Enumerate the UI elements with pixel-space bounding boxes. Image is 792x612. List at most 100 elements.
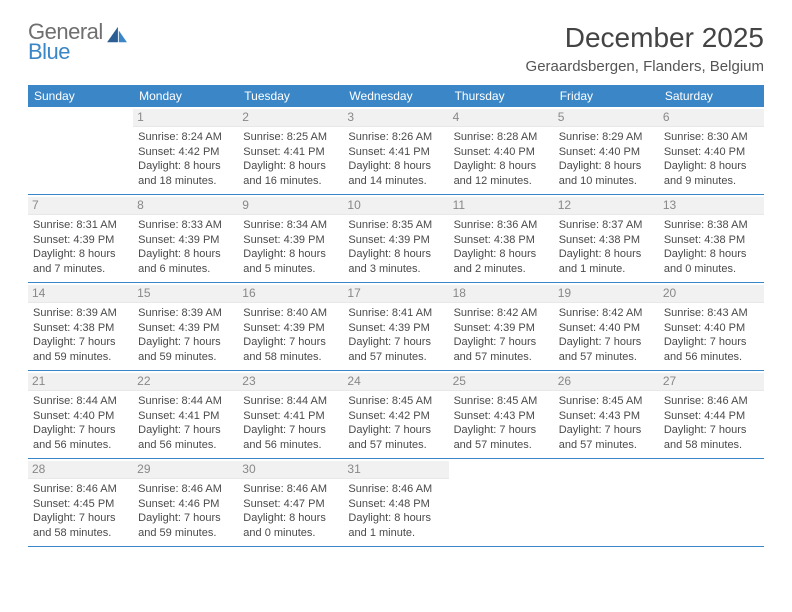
logo-text: General Blue [28, 22, 103, 62]
day-info-line: and 57 minutes. [454, 350, 549, 365]
day-cell: 21Sunrise: 8:44 AMSunset: 4:40 PMDayligh… [28, 371, 133, 458]
day-number: 4 [449, 109, 554, 127]
day-number: 8 [133, 197, 238, 215]
day-info-line: and 57 minutes. [348, 350, 443, 365]
day-info-line: and 59 minutes. [33, 350, 128, 365]
weekday-header-cell: Friday [554, 85, 659, 107]
day-number: 29 [133, 461, 238, 479]
day-info-line: and 14 minutes. [348, 174, 443, 189]
day-info-line: Daylight: 7 hours [138, 511, 233, 526]
day-info-line: and 57 minutes. [559, 438, 654, 453]
day-info-line: Daylight: 7 hours [559, 335, 654, 350]
day-info-line: and 56 minutes. [138, 438, 233, 453]
day-info-line: and 59 minutes. [138, 526, 233, 541]
day-info-line: Daylight: 8 hours [559, 159, 654, 174]
day-info-line: and 57 minutes. [454, 438, 549, 453]
weeks-container: 1Sunrise: 8:24 AMSunset: 4:42 PMDaylight… [28, 107, 764, 547]
day-info-line: Sunrise: 8:40 AM [243, 306, 338, 321]
day-info-line: Sunrise: 8:41 AM [348, 306, 443, 321]
day-info-line: Sunset: 4:43 PM [559, 409, 654, 424]
day-cell [659, 459, 764, 546]
day-info-line: Daylight: 7 hours [664, 423, 759, 438]
day-number: 19 [554, 285, 659, 303]
day-info-line: Daylight: 7 hours [348, 423, 443, 438]
day-info-line: and 57 minutes. [348, 438, 443, 453]
day-info-line: Daylight: 8 hours [454, 159, 549, 174]
day-info-line: Daylight: 8 hours [138, 159, 233, 174]
day-cell: 3Sunrise: 8:26 AMSunset: 4:41 PMDaylight… [343, 107, 448, 194]
day-info-line: Sunrise: 8:42 AM [559, 306, 654, 321]
day-info-line: Sunset: 4:39 PM [243, 321, 338, 336]
day-cell: 26Sunrise: 8:45 AMSunset: 4:43 PMDayligh… [554, 371, 659, 458]
day-info-line: Sunset: 4:44 PM [664, 409, 759, 424]
weekday-header-cell: Monday [133, 85, 238, 107]
day-info-line: Sunrise: 8:29 AM [559, 130, 654, 145]
day-info-line: Daylight: 7 hours [348, 335, 443, 350]
day-info-line: and 1 minute. [348, 526, 443, 541]
week-row: 14Sunrise: 8:39 AMSunset: 4:38 PMDayligh… [28, 283, 764, 371]
day-cell: 2Sunrise: 8:25 AMSunset: 4:41 PMDaylight… [238, 107, 343, 194]
day-info-line: Sunrise: 8:24 AM [138, 130, 233, 145]
weekday-header-cell: Thursday [449, 85, 554, 107]
day-info-line: Daylight: 7 hours [33, 511, 128, 526]
week-row: 28Sunrise: 8:46 AMSunset: 4:45 PMDayligh… [28, 459, 764, 547]
day-number: 2 [238, 109, 343, 127]
day-info-line: Sunset: 4:40 PM [559, 321, 654, 336]
day-cell: 16Sunrise: 8:40 AMSunset: 4:39 PMDayligh… [238, 283, 343, 370]
day-info-line: Sunset: 4:39 PM [138, 321, 233, 336]
day-number: 31 [343, 461, 448, 479]
day-info-line: Daylight: 8 hours [348, 247, 443, 262]
day-info-line: Sunset: 4:38 PM [33, 321, 128, 336]
day-info-line: Sunset: 4:41 PM [348, 145, 443, 160]
day-info-line: Daylight: 8 hours [559, 247, 654, 262]
day-info-line: Daylight: 8 hours [454, 247, 549, 262]
day-info-line: Sunrise: 8:33 AM [138, 218, 233, 233]
day-number: 20 [659, 285, 764, 303]
day-cell: 12Sunrise: 8:37 AMSunset: 4:38 PMDayligh… [554, 195, 659, 282]
day-info-line: Sunrise: 8:46 AM [138, 482, 233, 497]
day-info-line: and 1 minute. [559, 262, 654, 277]
day-info-line: Sunrise: 8:42 AM [454, 306, 549, 321]
day-info-line: Sunrise: 8:44 AM [243, 394, 338, 409]
day-cell [449, 459, 554, 546]
day-info-line: Daylight: 8 hours [243, 511, 338, 526]
day-info-line: and 56 minutes. [33, 438, 128, 453]
day-cell: 7Sunrise: 8:31 AMSunset: 4:39 PMDaylight… [28, 195, 133, 282]
day-info-line: and 0 minutes. [243, 526, 338, 541]
day-info-line: and 56 minutes. [664, 350, 759, 365]
day-info-line: Sunrise: 8:39 AM [138, 306, 233, 321]
day-info-line: Daylight: 8 hours [138, 247, 233, 262]
day-info-line: and 12 minutes. [454, 174, 549, 189]
day-info-line: Sunset: 4:46 PM [138, 497, 233, 512]
day-number: 25 [449, 373, 554, 391]
day-cell: 10Sunrise: 8:35 AMSunset: 4:39 PMDayligh… [343, 195, 448, 282]
day-info-line: and 18 minutes. [138, 174, 233, 189]
day-info-line: Sunrise: 8:36 AM [454, 218, 549, 233]
sail-icon [106, 26, 128, 44]
day-cell: 8Sunrise: 8:33 AMSunset: 4:39 PMDaylight… [133, 195, 238, 282]
day-number: 28 [28, 461, 133, 479]
day-info-line: Sunrise: 8:46 AM [33, 482, 128, 497]
day-cell: 18Sunrise: 8:42 AMSunset: 4:39 PMDayligh… [449, 283, 554, 370]
day-cell: 27Sunrise: 8:46 AMSunset: 4:44 PMDayligh… [659, 371, 764, 458]
day-number: 30 [238, 461, 343, 479]
day-info-line: Daylight: 8 hours [664, 247, 759, 262]
day-number: 6 [659, 109, 764, 127]
month-title: December 2025 [526, 22, 764, 54]
weekday-header-cell: Sunday [28, 85, 133, 107]
day-info-line: Sunset: 4:39 PM [243, 233, 338, 248]
day-number: 24 [343, 373, 448, 391]
day-info-line: Daylight: 7 hours [454, 335, 549, 350]
title-block: December 2025 Geraardsbergen, Flanders, … [526, 22, 764, 75]
day-number: 27 [659, 373, 764, 391]
day-info-line: Daylight: 7 hours [138, 335, 233, 350]
day-cell [554, 459, 659, 546]
day-info-line: Sunset: 4:40 PM [664, 145, 759, 160]
day-cell: 9Sunrise: 8:34 AMSunset: 4:39 PMDaylight… [238, 195, 343, 282]
day-info-line: and 16 minutes. [243, 174, 338, 189]
day-info-line: and 57 minutes. [559, 350, 654, 365]
day-cell: 29 Sunrise: 8:46 AMSunset: 4:46 PMDayligh… [133, 459, 238, 546]
day-info-line: Sunset: 4:39 PM [33, 233, 128, 248]
day-info-line: Sunset: 4:45 PM [33, 497, 128, 512]
header: General Blue December 2025 Geraardsberge… [28, 22, 764, 75]
